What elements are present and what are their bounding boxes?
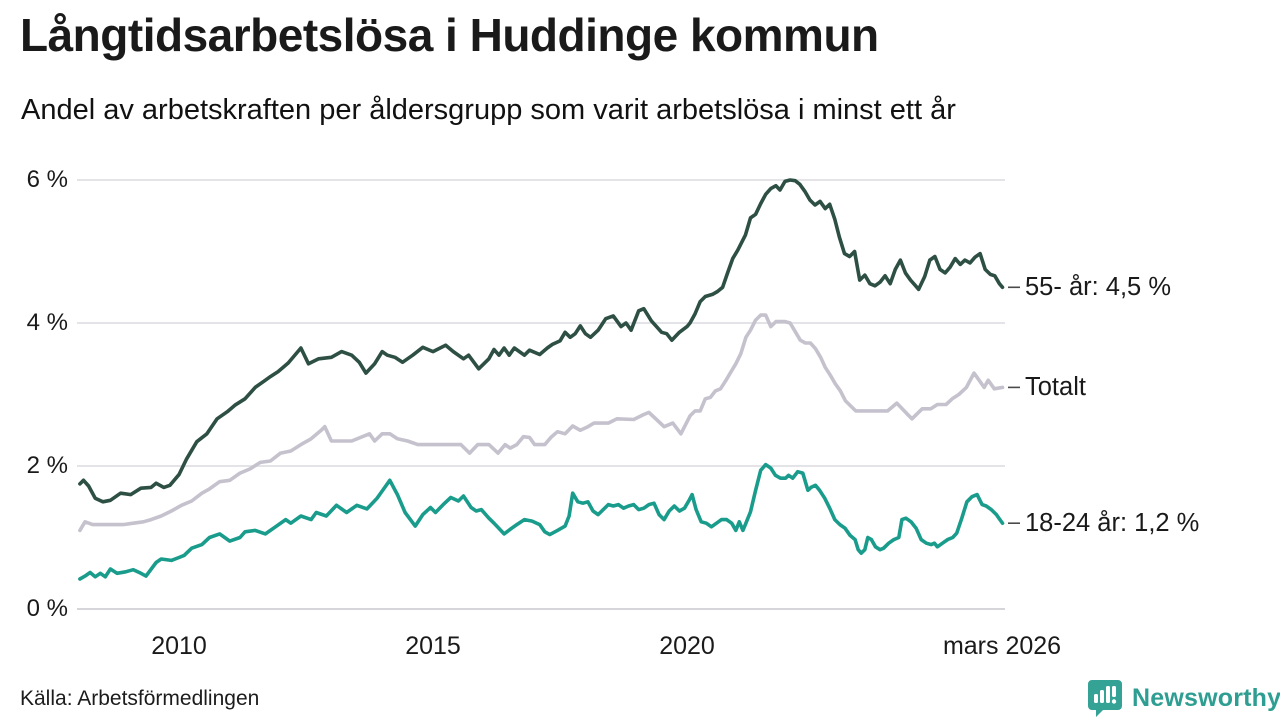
series-line-totalt [78,313,1005,533]
leader-dashes [1008,286,1020,525]
newsworthy-logo-text: Newsworthy [1132,683,1280,712]
series-line-55-r [78,178,1005,504]
gridlines [77,179,1005,610]
page-title: Långtidsarbetslösa i Huddinge kommun [20,9,879,61]
page-subtitle: Andel av arbetskraften per åldersgrupp s… [21,94,956,126]
newsworthy-logo-icon [1088,680,1122,717]
newsworthy-logo: Newsworthy [1087,679,1280,717]
series-line-18-24-r [78,462,1005,581]
series-lines [78,178,1005,581]
source-note: Källa: Arbetsförmedlingen [20,687,260,710]
